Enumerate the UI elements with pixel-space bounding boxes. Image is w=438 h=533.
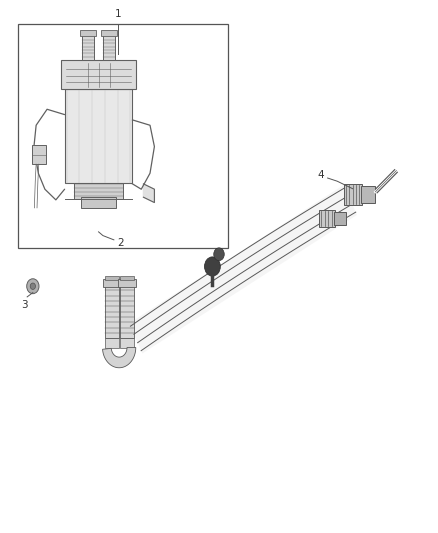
Bar xyxy=(80,29,96,36)
Bar xyxy=(361,186,375,203)
Polygon shape xyxy=(120,338,134,348)
Polygon shape xyxy=(143,184,154,203)
Bar xyxy=(65,89,132,182)
Text: 2: 2 xyxy=(117,238,124,247)
Polygon shape xyxy=(105,285,119,338)
Bar xyxy=(344,184,362,205)
Bar xyxy=(101,29,117,36)
Text: 3: 3 xyxy=(21,300,28,310)
Text: 4: 4 xyxy=(318,170,324,180)
Polygon shape xyxy=(105,338,119,348)
Bar xyxy=(319,210,335,227)
Bar xyxy=(18,24,228,248)
Polygon shape xyxy=(102,348,136,368)
Bar xyxy=(61,60,136,89)
Circle shape xyxy=(214,248,224,261)
Bar xyxy=(82,34,94,60)
Circle shape xyxy=(205,257,220,276)
Bar xyxy=(105,276,119,280)
Bar xyxy=(334,212,346,225)
Bar xyxy=(81,197,116,208)
Bar xyxy=(32,145,46,164)
Bar xyxy=(74,182,123,199)
Bar xyxy=(118,279,136,287)
Bar xyxy=(103,34,115,60)
Circle shape xyxy=(30,283,35,289)
Bar xyxy=(103,279,120,287)
Polygon shape xyxy=(120,285,134,338)
Bar xyxy=(120,276,134,280)
Circle shape xyxy=(27,279,39,294)
Text: 1: 1 xyxy=(115,9,122,19)
Polygon shape xyxy=(129,185,357,353)
